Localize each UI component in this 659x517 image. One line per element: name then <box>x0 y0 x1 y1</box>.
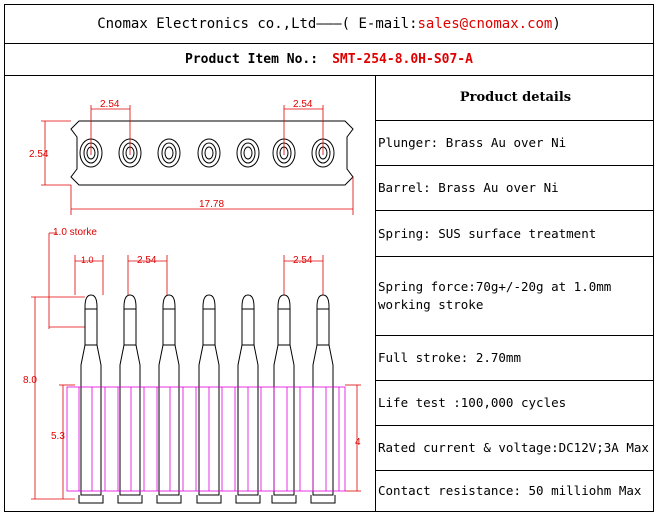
product-item-label: Product Item No.: <box>185 51 319 67</box>
top-view-holes <box>79 138 335 168</box>
pin <box>196 294 222 504</box>
detail-plunger: Plunger: Brass Au over Ni <box>376 121 653 166</box>
pin <box>117 294 143 504</box>
product-item-number: SMT-254-8.0H-S07-A <box>332 51 473 67</box>
side-view-pins <box>78 294 336 504</box>
dim-pitch-top-right: 2.54 <box>293 99 313 110</box>
detail-life-test: Life test :100,000 cycles <box>376 381 653 426</box>
dim-stroke: 1.0 storke <box>53 227 97 238</box>
detail-rated-current: Rated current & voltage:DC12V;3A Max <box>376 426 653 471</box>
dim-plunger-dia: 1.0 <box>81 255 94 265</box>
detail-spring: Spring: SUS surface treatment <box>376 211 653 257</box>
hole-ring <box>240 142 256 164</box>
drawing-svg: 2.54 2.54 2.54 17.78 <box>23 99 361 504</box>
insulator-body <box>66 386 346 492</box>
hole-ring <box>197 138 221 168</box>
pin <box>271 294 297 504</box>
hole-ring <box>236 138 260 168</box>
dim-barrel-height: 5.3 <box>51 431 65 442</box>
pin <box>235 294 261 504</box>
hole-ring <box>157 138 181 168</box>
hole-ring <box>243 146 253 160</box>
header-close: ) <box>552 16 561 32</box>
details-title: Product details <box>376 75 653 121</box>
detail-spring-force: Spring force:70g+/-20g at 1.0mm working … <box>376 257 653 336</box>
detail-barrel: Barrel: Brass Au over Ni <box>376 166 653 211</box>
technical-drawing: 2.54 2.54 2.54 17.78 <box>5 75 376 511</box>
hole-ring <box>204 146 214 160</box>
top-dimensions <box>41 105 354 215</box>
company-name: Cnomax Electronics co.,Ltd———( E-mail: <box>97 16 418 32</box>
dim-total-height: 8.0 <box>23 375 37 386</box>
pin <box>78 294 104 504</box>
company-header: Cnomax Electronics co.,Ltd———( E-mail: s… <box>5 5 653 44</box>
detail-contact-resistance: Contact resistance: 50 milliohm Max <box>378 483 642 498</box>
product-item-header: Product Item No.: SMT-254-8.0H-S07-A <box>5 43 653 76</box>
dim-height-top: 2.54 <box>29 149 49 160</box>
dim-body-height: 4 <box>355 437 361 448</box>
pin <box>310 294 336 504</box>
hole-ring <box>201 142 217 164</box>
dim-pitch-side-right: 2.54 <box>293 255 313 266</box>
dim-pitch-side-left: 2.54 <box>137 255 157 266</box>
side-dimensions <box>31 232 361 500</box>
email-link[interactable]: sales@cnomax.com <box>417 16 553 32</box>
top-view <box>70 120 354 186</box>
detail-full-stroke: Full stroke: 2.70mm <box>376 336 653 381</box>
pin <box>156 294 182 504</box>
product-details: Product details Plunger: Brass Au over N… <box>376 75 653 511</box>
dim-total-width: 17.78 <box>199 199 224 210</box>
hole-ring <box>164 146 174 160</box>
spec-sheet: Cnomax Electronics co.,Ltd———( E-mail: s… <box>4 4 654 512</box>
dim-pitch-top-left: 2.54 <box>100 99 120 110</box>
hole-ring <box>161 142 177 164</box>
